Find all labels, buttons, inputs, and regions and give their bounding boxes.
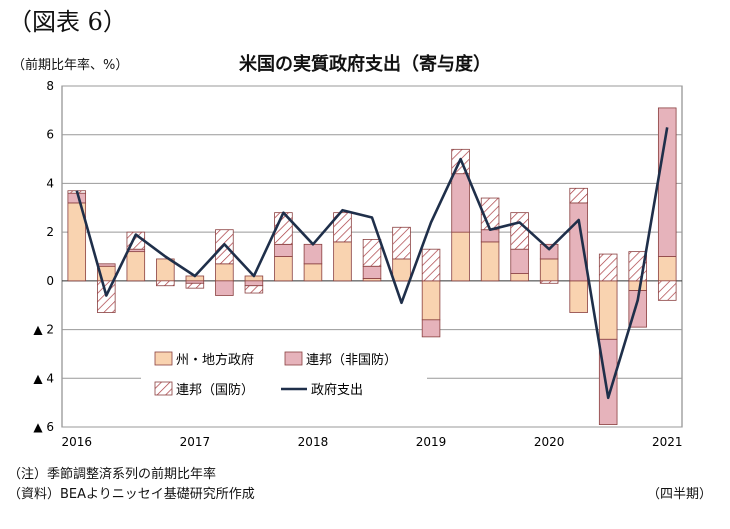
bar-nondefense (362, 265, 382, 279)
x-tick-label: 2019 (416, 435, 447, 449)
bar-state_local (126, 251, 146, 282)
bar-nondefense (539, 243, 559, 260)
y-tick-label: 2 (46, 225, 54, 239)
bar-defense (421, 248, 441, 282)
legend-label-nondefense: 連邦（非国防） (306, 352, 397, 368)
bar-state_local (215, 263, 234, 282)
legend-label-state_local: 州・地方政府 (176, 352, 254, 368)
bar-state_local (598, 280, 618, 340)
bar-state_local (569, 280, 588, 313)
bar-defense (244, 285, 264, 294)
bar-defense (185, 282, 205, 289)
bar-defense (156, 280, 175, 287)
y-tick-label: 0 (46, 274, 54, 288)
bar-state_local (156, 258, 175, 282)
bar-nondefense (97, 263, 116, 267)
y-tick-label: ▲ 6 (33, 420, 54, 434)
bar-nondefense (421, 319, 441, 338)
x-tick-label: 2018 (298, 435, 329, 449)
y-tick-label: 8 (46, 79, 54, 93)
x-axis-unit-label: （四半期） (646, 487, 712, 502)
y-tick-label: ▲ 2 (33, 323, 54, 337)
bar-defense (598, 253, 618, 282)
bar-defense (657, 280, 677, 301)
legend-swatch-defense (154, 381, 173, 396)
bar-nondefense (244, 280, 264, 287)
x-tick-label: 2020 (534, 435, 565, 449)
source-notes: （注）季節調整済系列の前期比年率 （資料）BEAよりニッセイ基礎研究所作成 (8, 465, 255, 505)
legend-box (141, 342, 427, 408)
bar-nondefense (215, 280, 234, 296)
legend-swatch-state_local (154, 351, 173, 366)
bar-nondefense (569, 202, 588, 282)
bar-state_local (480, 241, 500, 282)
bar-defense (362, 239, 382, 267)
bar-nondefense (303, 243, 323, 265)
y-tick-label: 4 (46, 176, 54, 190)
bar-defense (392, 226, 411, 260)
bar-state_local (451, 231, 470, 282)
bar-state_local (303, 263, 323, 282)
bar-state_local (657, 256, 677, 282)
y-tick-label: 6 (46, 128, 54, 142)
bar-state_local (628, 280, 647, 292)
bar-state_local (421, 280, 441, 321)
bar-defense (539, 280, 559, 284)
source-line: （資料）BEAよりニッセイ基礎研究所作成 (8, 487, 255, 502)
bar-state_local (510, 273, 529, 282)
legend-swatch-nondefense (284, 351, 303, 366)
y-tick-label: ▲ 4 (33, 371, 54, 385)
bar-state_local (274, 256, 293, 282)
bar-state_local (333, 241, 352, 282)
figure-label: （図表 6） (8, 8, 127, 36)
bar-defense (510, 212, 529, 250)
legend-label-total: 政府支出 (311, 383, 363, 398)
bar-nondefense (274, 243, 293, 257)
bar-nondefense (598, 338, 618, 425)
series-line-total (75, 127, 669, 400)
bar-state_local (392, 258, 411, 282)
x-tick-label: 2017 (180, 435, 211, 449)
bar-nondefense (480, 229, 500, 243)
x-tick-label: 2021 (652, 435, 683, 449)
bar-state_local (539, 258, 559, 282)
bar-defense (333, 212, 352, 243)
legend-label-defense: 連邦（国防） (176, 382, 254, 398)
bar-defense (569, 187, 588, 204)
bar-defense (215, 229, 234, 265)
chart-title: 米国の実質政府支出（寄与度） (239, 54, 491, 75)
y-axis-unit-label: （前期比年率、%） (12, 58, 129, 73)
bar-nondefense (451, 173, 470, 233)
bar-nondefense (510, 248, 529, 274)
x-tick-label: 2016 (61, 435, 92, 449)
note-line: （注）季節調整済系列の前期比年率 (8, 467, 217, 482)
